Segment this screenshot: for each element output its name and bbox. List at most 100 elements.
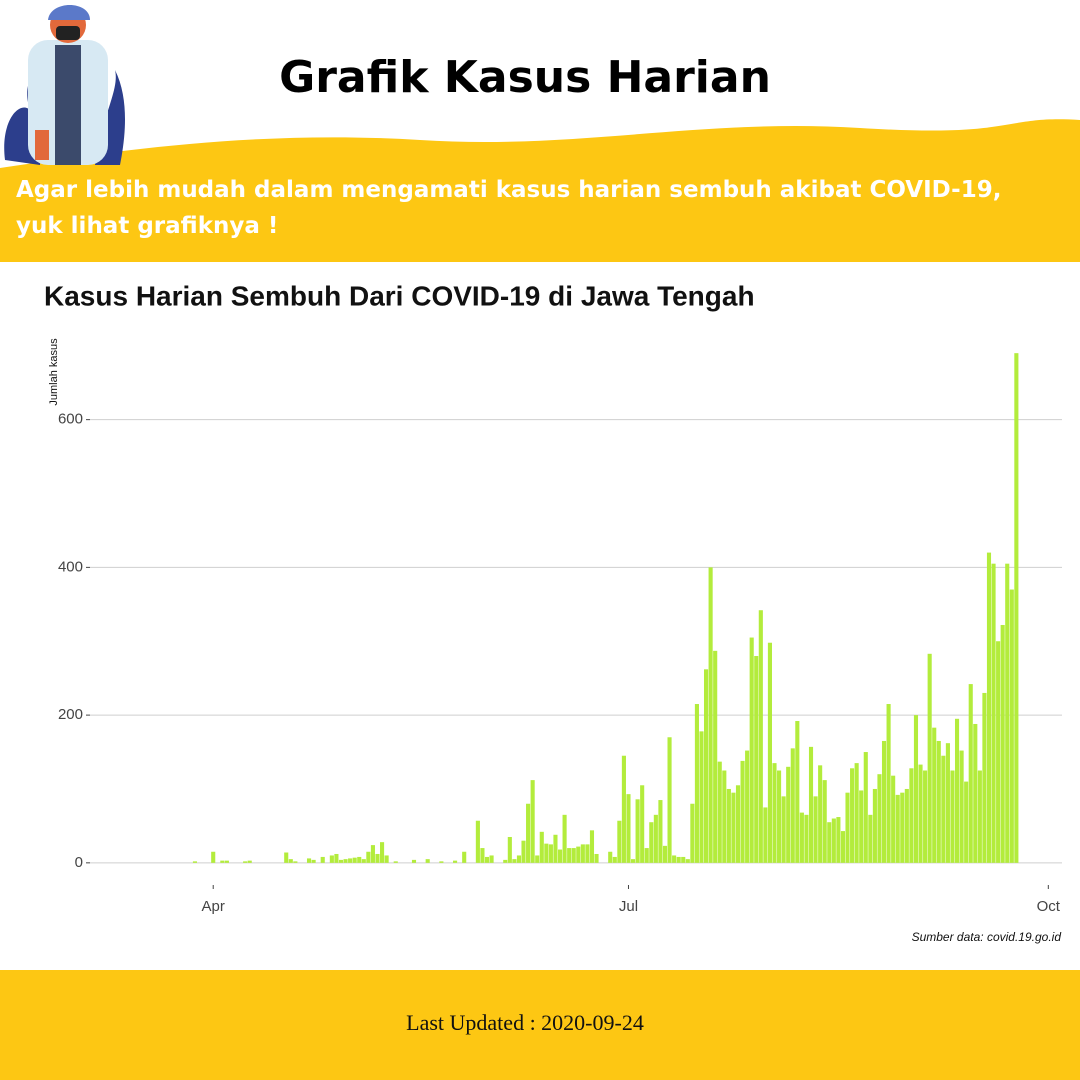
bar (936, 740, 941, 863)
bar (329, 855, 334, 863)
bar (640, 785, 645, 863)
bar (224, 860, 229, 863)
bar (850, 768, 855, 863)
bar (192, 861, 198, 863)
bar (982, 692, 987, 863)
bar (284, 852, 289, 863)
bar (877, 774, 882, 863)
bar (557, 849, 563, 863)
bar (462, 851, 467, 863)
bar (950, 770, 955, 863)
bar (635, 799, 640, 863)
bar (320, 856, 325, 863)
y-tick-label: 600 (58, 411, 83, 428)
bar (348, 858, 353, 863)
bar (288, 859, 293, 863)
bar (836, 817, 841, 863)
bar (594, 853, 599, 863)
bar (571, 848, 576, 863)
bar (343, 859, 348, 863)
bar (745, 750, 750, 863)
bar (923, 770, 928, 863)
bar (854, 763, 859, 863)
bar (731, 792, 736, 863)
bar (243, 861, 248, 863)
bar (941, 755, 946, 863)
bar (749, 637, 754, 863)
bar (489, 855, 494, 863)
bar (918, 764, 923, 863)
bar (758, 610, 763, 863)
bar (986, 552, 992, 863)
bar (375, 853, 380, 863)
bar (808, 746, 814, 863)
bar (526, 803, 531, 863)
bar (754, 656, 759, 863)
bar (804, 814, 809, 863)
bar (713, 650, 718, 863)
bar (662, 845, 668, 863)
doctor-illustration (4, 5, 125, 165)
bar (799, 812, 804, 863)
bar (644, 848, 649, 863)
bar (690, 803, 695, 863)
bar (763, 807, 768, 863)
bar (900, 792, 905, 863)
bar (694, 704, 699, 863)
bar (507, 836, 512, 863)
bar (311, 859, 316, 863)
bar (945, 743, 950, 863)
bar (795, 721, 800, 863)
bar (1009, 589, 1014, 863)
bar (954, 718, 960, 863)
bar (384, 855, 389, 863)
bar (293, 861, 298, 863)
bar (548, 844, 553, 863)
bar (886, 704, 891, 863)
bar (927, 653, 932, 863)
y-tick-label: 0 (75, 854, 83, 871)
bar (735, 785, 741, 863)
bar (977, 770, 982, 863)
x-tick-label: Jul (619, 898, 638, 915)
bar (895, 794, 900, 863)
bar (845, 792, 850, 863)
bar (681, 856, 686, 863)
bar (411, 859, 417, 863)
bar (658, 800, 663, 863)
bar (475, 820, 480, 863)
y-tick-label: 400 (58, 558, 83, 575)
bar (649, 822, 654, 863)
bar (667, 737, 672, 863)
bar (630, 859, 636, 863)
header-band (0, 119, 1080, 263)
bar (704, 669, 709, 863)
bar (306, 858, 312, 863)
bar (772, 763, 777, 863)
bar (576, 846, 581, 863)
bar (539, 831, 544, 863)
bar (626, 794, 631, 863)
bar (425, 859, 430, 863)
bar (964, 781, 969, 863)
bar (827, 822, 832, 863)
bar (553, 834, 558, 863)
bar (863, 752, 868, 863)
page-subtitle: Agar lebih mudah dalam mengamati kasus h… (16, 177, 1002, 239)
bar (777, 770, 782, 863)
bar (516, 855, 522, 863)
bar (352, 857, 357, 863)
bar (959, 750, 964, 863)
bar (480, 848, 485, 863)
bar (726, 788, 731, 863)
bar (968, 684, 973, 863)
bar (881, 740, 887, 863)
bar (621, 755, 626, 863)
bar (220, 860, 225, 863)
bar (818, 765, 823, 863)
bar (813, 796, 818, 863)
bar (868, 814, 873, 863)
bar (370, 845, 375, 863)
chart-title: Kasus Harian Sembuh Dari COVID-19 di Jaw… (44, 280, 755, 311)
